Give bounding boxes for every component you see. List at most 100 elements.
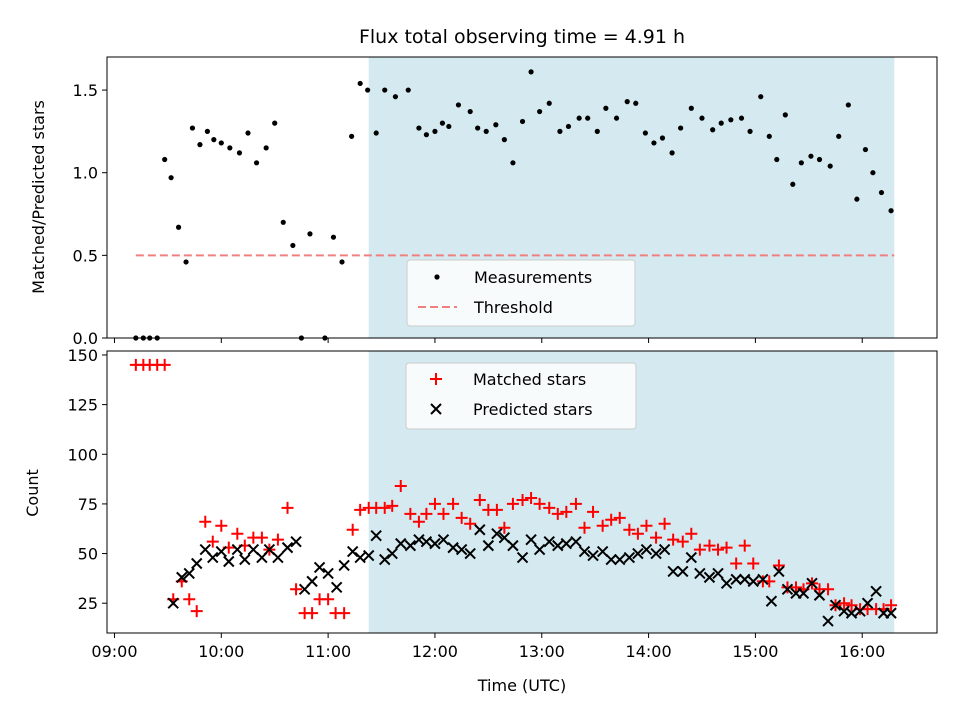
measurement-point: [307, 231, 313, 237]
matched-star-point: [623, 523, 636, 536]
matched-star-point: [613, 511, 626, 524]
matched-star-point: [271, 533, 284, 546]
measurement-point: [878, 189, 885, 196]
measurement-point: [766, 133, 772, 139]
measurement-point: [537, 108, 543, 115]
matched-star-point: [183, 593, 196, 606]
measurement-point: [557, 128, 563, 134]
predicted-star-point: [516, 551, 529, 564]
measurement-point: [827, 163, 833, 169]
predicted-star-point: [677, 565, 689, 578]
x-tick-label: 15:00: [732, 642, 778, 661]
measurement-point: [651, 140, 657, 146]
predicted-star-point: [632, 547, 644, 560]
measurement-point: [183, 259, 189, 265]
predicted-star-point: [829, 599, 842, 611]
x-tick-label: 09:00: [91, 642, 137, 661]
predicted-star-point: [605, 553, 617, 566]
matched-star-point: [338, 607, 351, 620]
matched-star-point: [346, 523, 359, 536]
matched-star-point: [464, 517, 477, 530]
predicted-star-point: [330, 581, 343, 594]
top-y-axis-label: Matched/Predicted stars: [29, 100, 48, 294]
measurement-point: [718, 120, 724, 126]
x-tick-label: 14:00: [626, 642, 672, 661]
predicted-star-point: [363, 549, 375, 562]
predicted-star-point: [525, 533, 537, 546]
bottom-y-axis-label: Count: [23, 469, 42, 517]
predicted-star-point: [322, 567, 334, 580]
measurement-point: [678, 125, 684, 131]
predicted-star-point: [757, 573, 769, 586]
measurement-point: [423, 132, 429, 138]
predicted-star-point: [474, 524, 486, 536]
y-tick-label: 150: [67, 346, 98, 365]
matched-star-point: [394, 480, 407, 493]
measurement-point: [576, 115, 582, 121]
predicted-star-point: [640, 543, 653, 556]
matched-star-point: [822, 583, 835, 596]
measurement-point: [845, 102, 851, 108]
measurement-point: [633, 100, 639, 106]
predicted-star-point: [861, 597, 874, 609]
predicted-star-point: [482, 539, 495, 552]
matched-star-point: [640, 519, 653, 532]
measurement-point: [339, 259, 345, 265]
measurement-point: [245, 130, 251, 136]
predicted-star-point: [395, 537, 407, 550]
top-x-ticks: [113, 338, 863, 343]
matched-star-point: [506, 497, 519, 510]
matched-star-point: [605, 513, 618, 526]
y-tick-label: 1.5: [73, 81, 98, 100]
matched-star-point: [838, 597, 851, 610]
x-tick-label: 13:00: [519, 642, 565, 661]
predicted-star-point: [533, 543, 546, 556]
matched-star-point: [525, 491, 538, 504]
measurement-point: [624, 99, 630, 105]
matched-star-point: [676, 535, 689, 548]
measurement-point: [688, 105, 694, 111]
measurement-point: [836, 133, 842, 139]
measurement-point: [467, 108, 473, 115]
top-legend: Measurements Threshold: [406, 259, 636, 327]
measurement-point: [603, 105, 609, 111]
matched-star-point: [354, 503, 367, 516]
matched-star-point: [231, 527, 244, 540]
predicted-star-point: [685, 551, 698, 564]
measurement-point: [227, 145, 233, 151]
predicted-star-point: [464, 547, 476, 560]
predicted-star-point: [773, 565, 785, 578]
measurement-point: [349, 133, 355, 139]
predicted-star-point: [587, 549, 599, 562]
predicted-star-point: [379, 553, 391, 566]
measurement-point: [392, 94, 399, 100]
measurement-point: [747, 128, 753, 134]
predicted-star-point: [239, 553, 251, 566]
bottom-axes-frame: [106, 350, 938, 634]
matched-star-point: [596, 519, 609, 532]
measurement-point: [330, 234, 337, 240]
matched-star-point: [845, 599, 858, 612]
matched-star-point: [885, 599, 898, 612]
matched-star-point: [498, 521, 511, 534]
x-tick-label: 11:00: [305, 642, 351, 661]
y-tick-label: 50: [78, 545, 98, 564]
predicted-star-point: [507, 539, 519, 552]
bottom-panel: 25 50 75 100 125 150 09:00 10:00 11:00 12:00 13:0…: [23, 346, 938, 695]
chart-title: Flux total observing time = 4.91 h: [359, 26, 685, 48]
y-tick-label: 25: [78, 594, 98, 613]
measurement-point: [218, 140, 224, 146]
measurement-point: [594, 128, 600, 134]
legend-threshold-label: Threshold: [473, 298, 553, 317]
predicted-star-point: [813, 589, 826, 601]
predicted-stars-points: [167, 524, 897, 627]
predicted-star-point: [386, 547, 398, 560]
matched-star-point: [199, 515, 212, 528]
matched-star-point: [631, 527, 644, 540]
predicted-star-point: [281, 541, 294, 554]
bottom-x-ticks: 09:00 10:00 11:00 12:00 13:00 14:00 15:00 16:00: [91, 633, 885, 661]
measurement-point: [782, 112, 788, 118]
bottom-legend: Matched stars Predicted stars: [405, 362, 637, 430]
measurement-point: [432, 128, 438, 134]
measurement-point: [290, 242, 296, 249]
